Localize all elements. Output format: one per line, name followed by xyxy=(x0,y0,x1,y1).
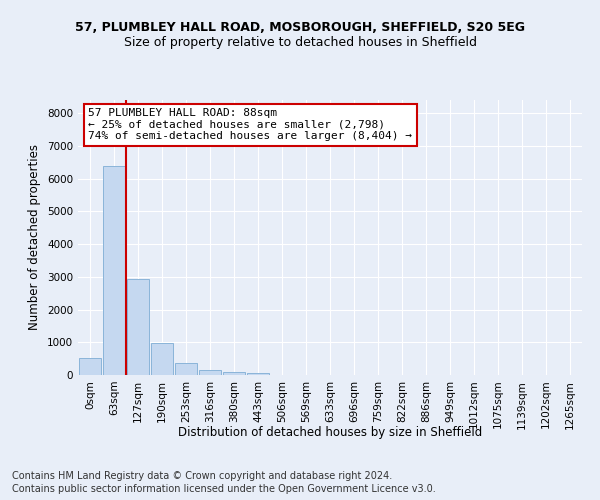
Text: 57, PLUMBLEY HALL ROAD, MOSBOROUGH, SHEFFIELD, S20 5EG: 57, PLUMBLEY HALL ROAD, MOSBOROUGH, SHEF… xyxy=(75,21,525,34)
Text: Contains HM Land Registry data © Crown copyright and database right 2024.: Contains HM Land Registry data © Crown c… xyxy=(12,471,392,481)
Text: Contains public sector information licensed under the Open Government Licence v3: Contains public sector information licen… xyxy=(12,484,436,494)
Y-axis label: Number of detached properties: Number of detached properties xyxy=(28,144,41,330)
Bar xyxy=(223,372,245,375)
Text: Size of property relative to detached houses in Sheffield: Size of property relative to detached ho… xyxy=(124,36,476,49)
Bar xyxy=(103,166,125,375)
Text: Distribution of detached houses by size in Sheffield: Distribution of detached houses by size … xyxy=(178,426,482,439)
Text: 57 PLUMBLEY HALL ROAD: 88sqm
← 25% of detached houses are smaller (2,798)
74% of: 57 PLUMBLEY HALL ROAD: 88sqm ← 25% of de… xyxy=(88,108,412,142)
Bar xyxy=(175,363,197,375)
Bar xyxy=(127,280,149,375)
Bar xyxy=(199,370,221,375)
Bar xyxy=(247,373,269,375)
Bar xyxy=(79,358,101,375)
Bar xyxy=(151,343,173,375)
